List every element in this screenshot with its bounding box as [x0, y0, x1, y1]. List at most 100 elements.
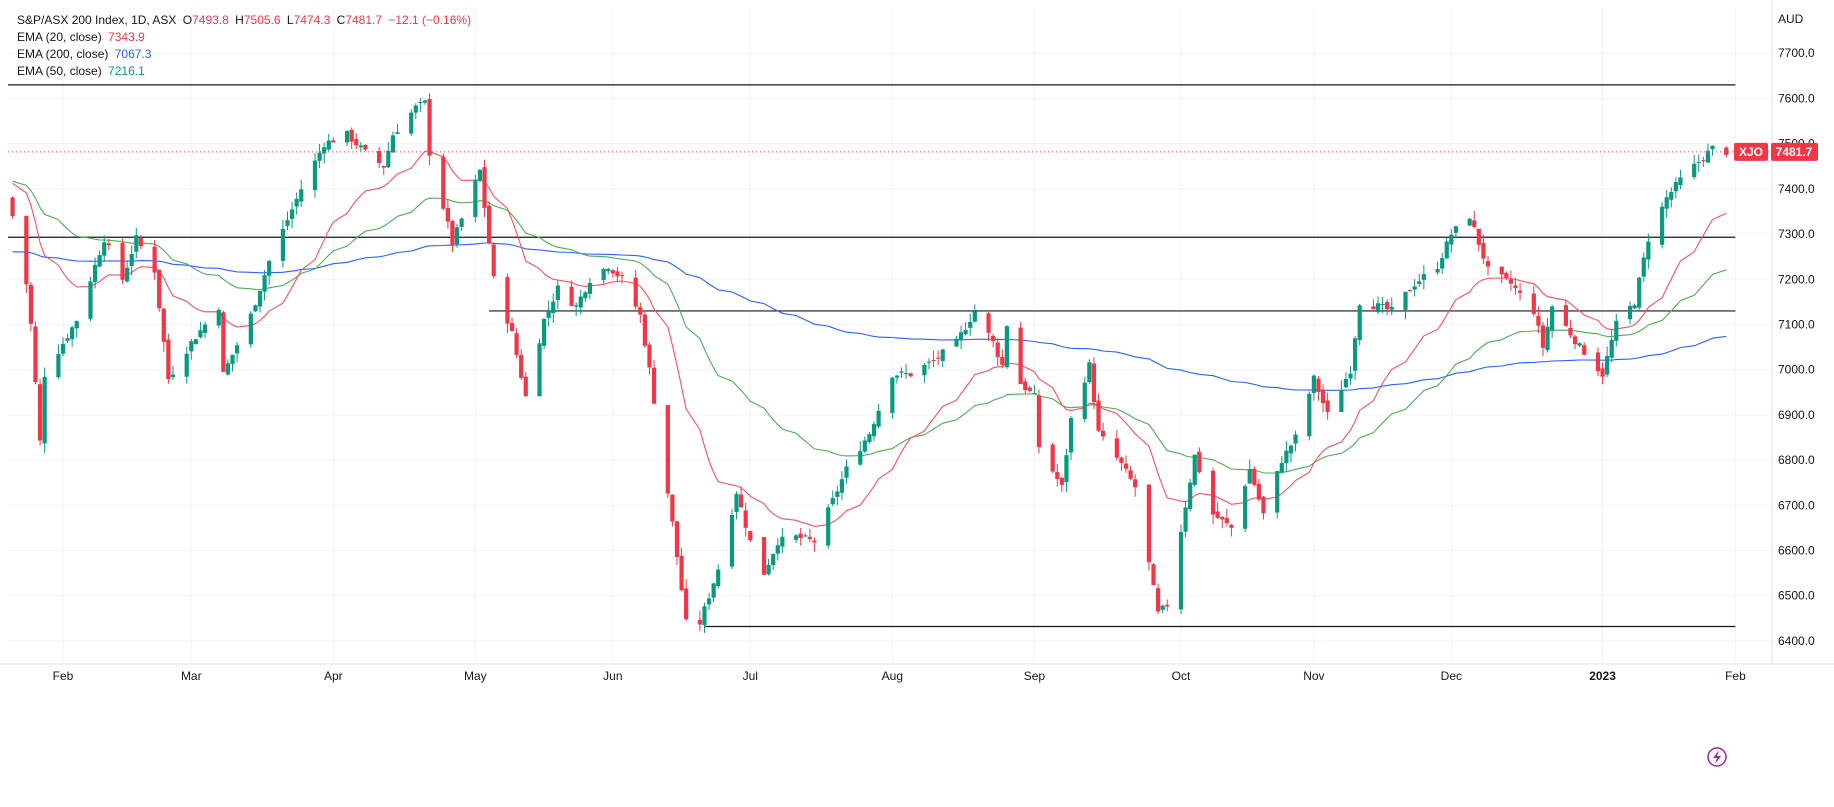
candle-body [862, 440, 867, 452]
candle-body [1696, 162, 1701, 164]
price-axis[interactable]: AUD 6400.0 6500.0 6600.0 6700.0 6800.0 6900.0… [1778, 12, 1815, 648]
candle-body [230, 354, 235, 364]
x-tick-label: Oct [1172, 669, 1191, 683]
candle-body [445, 207, 450, 222]
candle-body [674, 521, 680, 558]
candle-body [940, 349, 945, 362]
candle-body [711, 583, 716, 598]
candle-body [1210, 470, 1216, 515]
legend-ema20-row[interactable]: EMA (20, close) 7343.9 [17, 29, 471, 46]
candle-body [716, 569, 721, 587]
candle-body [235, 345, 240, 354]
ema50-label: EMA (50, close) [17, 64, 102, 78]
candle-body [1664, 197, 1669, 209]
candle-body [1082, 382, 1087, 419]
candle-body [583, 292, 588, 299]
candle-body [1155, 588, 1161, 612]
candle-body [285, 220, 290, 226]
candle-body [968, 321, 973, 328]
high-value: 7505.6 [243, 13, 281, 27]
candle-body [1151, 564, 1156, 586]
ema50-value: 7216.1 [108, 64, 145, 78]
candle-body [958, 332, 964, 341]
candle-body [844, 466, 849, 478]
y-tick-label: 7100.0 [1778, 317, 1815, 331]
candle-body [748, 531, 753, 541]
candle-body [1353, 338, 1358, 371]
y-tick-label: 7200.0 [1778, 272, 1815, 286]
candle-body [221, 312, 226, 372]
candle-body [1316, 378, 1321, 393]
candle-body [734, 493, 739, 513]
candle-body [253, 305, 258, 312]
candle-body [972, 311, 977, 322]
candle-body [1293, 434, 1298, 444]
candle-body [601, 268, 606, 281]
candle-body [349, 129, 354, 142]
price-badge-text: 7481.7 [1776, 145, 1813, 159]
y-tick-label: 6600.0 [1778, 544, 1815, 558]
candle-body [1627, 305, 1633, 320]
candle-body [354, 139, 359, 146]
candle-body [1188, 482, 1193, 510]
candle-body [1114, 438, 1119, 458]
candle-body [1055, 472, 1060, 480]
candle-body [1605, 355, 1610, 375]
candle-body [766, 564, 771, 575]
candle-body [37, 384, 43, 441]
candle-body [1371, 306, 1376, 310]
candle-body [1476, 228, 1481, 245]
y-tick-label: 6900.0 [1778, 408, 1815, 422]
candle-body [1192, 454, 1197, 485]
x-tick-label: May [464, 669, 487, 683]
candle-body [1119, 457, 1124, 463]
candle-body [574, 305, 579, 307]
candle-body [1600, 368, 1605, 377]
time-axis[interactable]: Feb Mar Apr May Jun Jul Aug Sep Oct Nov Dec 2023 Feb [53, 669, 1746, 683]
legend-ema200-row[interactable]: EMA (200, close) 7067.3 [17, 46, 471, 63]
candle-body [454, 227, 460, 245]
candle-body [839, 479, 845, 493]
legend-ema50-row[interactable]: EMA (50, close) 7216.1 [17, 63, 471, 80]
candle-body [257, 290, 263, 307]
candle-body [60, 343, 66, 354]
candle-body [166, 339, 171, 380]
candle-body [642, 314, 647, 346]
candle-body [10, 197, 15, 217]
candle-body [702, 606, 707, 626]
candle-body [33, 326, 38, 382]
candle-body [569, 286, 574, 306]
candle-body [294, 198, 299, 207]
ema-200-line [12, 242, 1727, 391]
symbol-title: S&P/ASX 200 Index, 1D, ASX [17, 13, 177, 27]
candle-body [409, 112, 414, 134]
candle-body [1499, 266, 1504, 275]
candle-body [1183, 507, 1188, 532]
candle-body [413, 105, 418, 113]
candle-body [894, 375, 900, 378]
candle-body [459, 218, 464, 227]
candle-body [1018, 327, 1023, 385]
low-value: 7474.3 [293, 13, 331, 27]
currency-label: AUD [1778, 12, 1804, 26]
candle-body [1343, 379, 1349, 388]
replay-icon[interactable] [1707, 747, 1727, 767]
close-value: 7481.7 [345, 13, 382, 27]
candle-body [1101, 430, 1106, 437]
candle-body [876, 410, 881, 427]
candle-body [248, 313, 253, 345]
candle-body [1375, 303, 1381, 313]
candle-body [1252, 468, 1257, 485]
x-tick-label: Jun [603, 669, 622, 683]
candle-body [1449, 234, 1454, 245]
candle-body [317, 152, 322, 161]
legend-symbol-row: S&P/ASX 200 Index, 1D, ASX O7493.8 H7505… [17, 12, 471, 29]
candle-body [803, 535, 808, 537]
candle-body [514, 333, 519, 355]
candle-body [358, 145, 363, 148]
candle-body [835, 491, 840, 497]
y-tick-label: 7400.0 [1778, 182, 1815, 196]
ema-20-layer [12, 150, 1727, 527]
